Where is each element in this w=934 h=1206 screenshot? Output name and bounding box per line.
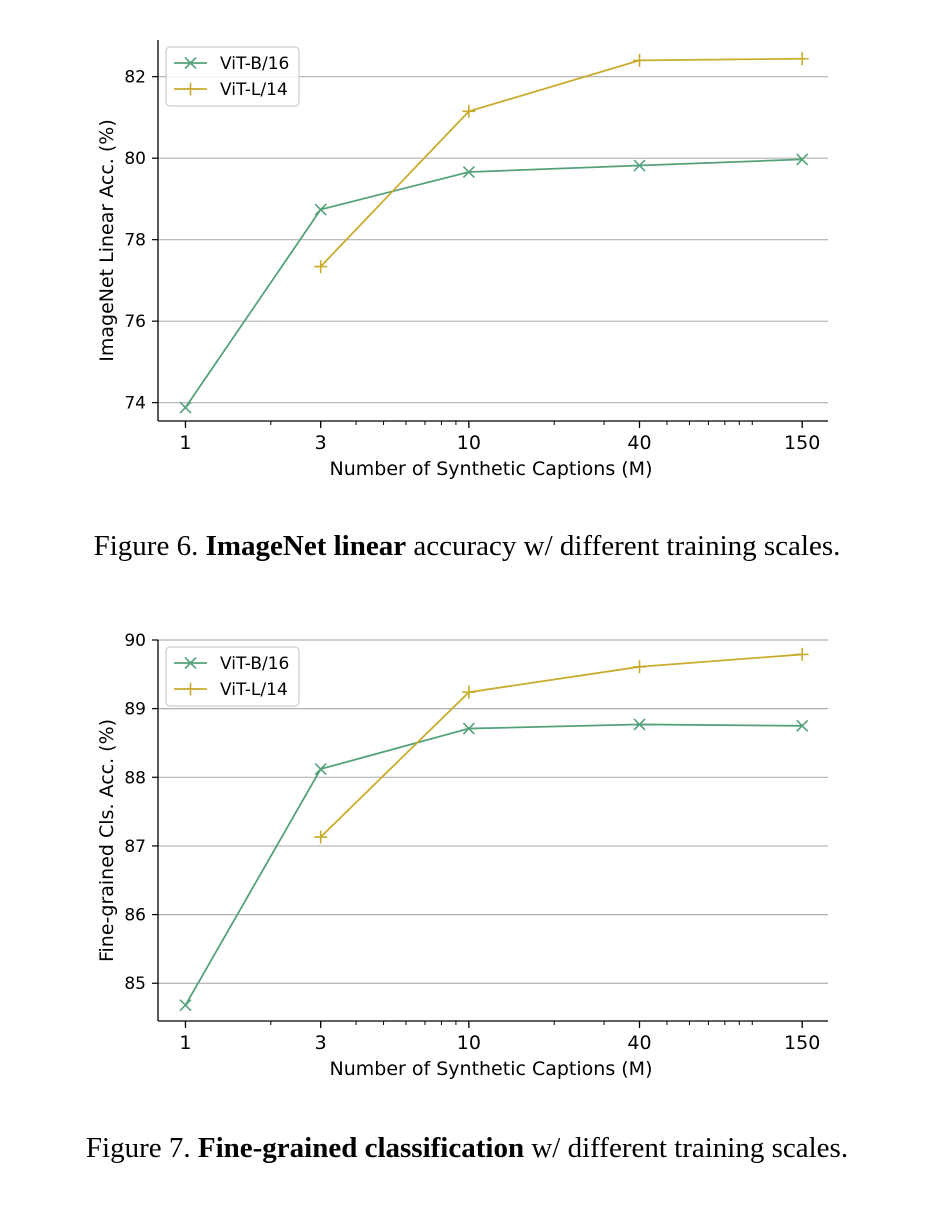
- series-vit-l-14: [314, 647, 809, 844]
- y-tick-label: 80: [124, 149, 146, 169]
- x-axis-label: Number of Synthetic Captions (M): [330, 458, 653, 480]
- series-vit-l-14: [314, 52, 809, 274]
- series-line-vit-l-14: [320, 57, 803, 268]
- data-point-vit-l-14: [795, 647, 809, 661]
- legend-marker-vit-b-16: [184, 56, 197, 70]
- data-point-vit-b-16: [796, 153, 809, 166]
- legend-label-vit-l-14: ViT-L/14: [220, 680, 288, 700]
- x-tick-label: 1: [179, 1032, 191, 1054]
- figure-6-caption: Figure 6. ImageNet linear accuracy w/ di…: [0, 530, 934, 563]
- x-tick-label: 150: [784, 1032, 820, 1054]
- series-vit-b-16: [179, 718, 809, 1012]
- series-vit-b-16: [179, 153, 809, 414]
- y-tick-label: 76: [124, 312, 146, 332]
- y-tick-label: 82: [124, 68, 146, 88]
- figure-6-caption-prefix: Figure 6.: [93, 530, 206, 562]
- series-line-vit-l-14: [320, 653, 803, 838]
- x-tick-label: 3: [315, 1032, 327, 1054]
- legend-marker-vit-l-14: [184, 682, 197, 696]
- x-tick-label: 150: [784, 432, 820, 454]
- legend: ViT-B/16 ViT-L/14: [165, 46, 300, 107]
- x-tick-label: 10: [457, 432, 481, 454]
- data-point-vit-b-16: [179, 999, 192, 1012]
- figure-7-caption: Figure 7. Fine-grained classification w/…: [0, 1132, 934, 1165]
- data-point-vit-b-16: [796, 719, 809, 732]
- y-tick-label: 88: [124, 768, 146, 788]
- y-axis-label: Fine-grained Cls. Acc. (%): [96, 719, 118, 962]
- data-point-vit-b-16: [314, 203, 327, 216]
- figure-6-chart: 74 76 78 80 82 1 3 10 40 150 Number of Synthetic C…: [96, 40, 828, 480]
- legend-label-vit-b-16: ViT-B/16: [220, 54, 289, 74]
- data-point-vit-l-14: [462, 104, 476, 118]
- legend-box: [165, 46, 300, 107]
- legend-label-vit-l-14: ViT-L/14: [220, 80, 288, 100]
- legend-marker-vit-l-14: [184, 82, 197, 96]
- y-tick-label: 85: [124, 974, 146, 994]
- y-tick-label: 78: [124, 231, 146, 251]
- figure-7-caption-bold: Fine-grained classification: [197, 1132, 525, 1164]
- data-point-vit-l-14: [462, 685, 476, 699]
- figure-7-caption-prefix: Figure 7.: [85, 1132, 198, 1164]
- figure-6-caption-bold: ImageNet linear: [205, 530, 407, 562]
- data-point-vit-l-14: [314, 260, 328, 274]
- y-tick-label: 74: [124, 394, 146, 414]
- series-line-vit-b-16: [184, 723, 803, 1006]
- data-point-vit-b-16: [462, 722, 475, 735]
- x-tick-label: 1: [179, 432, 191, 454]
- y-tick-label: 87: [124, 837, 146, 857]
- data-point-vit-b-16: [462, 165, 475, 179]
- data-point-vit-l-14: [633, 53, 647, 67]
- x-tick-label: 40: [627, 432, 651, 454]
- legend-label-vit-b-16: ViT-B/16: [220, 654, 289, 674]
- data-point-vit-b-16: [633, 718, 646, 731]
- data-point-vit-l-14: [633, 660, 647, 674]
- y-tick-label: 86: [124, 906, 146, 926]
- x-tick-label: 10: [457, 1032, 481, 1054]
- legend: ViT-B/16 ViT-L/14: [165, 646, 300, 707]
- data-point-vit-b-16: [179, 401, 192, 414]
- y-tick-label: 90: [124, 631, 146, 651]
- figure-7-caption-suffix: w/ different training scales.: [524, 1132, 849, 1164]
- x-tick-label: 3: [315, 432, 327, 454]
- figure-6-caption-suffix: accuracy w/ different training scales.: [406, 530, 841, 562]
- data-point-vit-l-14: [795, 52, 809, 66]
- data-point-vit-l-14: [314, 830, 328, 844]
- y-axis-label: ImageNet Linear Acc. (%): [96, 119, 118, 362]
- legend-box: [165, 646, 300, 707]
- y-tick-label: 89: [124, 700, 146, 720]
- x-tick-label: 40: [627, 1032, 651, 1054]
- data-point-vit-b-16: [633, 159, 646, 172]
- data-point-vit-b-16: [314, 762, 327, 776]
- series-line-vit-b-16: [184, 158, 803, 409]
- x-axis-label: Number of Synthetic Captions (M): [330, 1058, 653, 1080]
- legend-marker-vit-b-16: [184, 656, 197, 670]
- figure-7-chart: 85 86 87 88 89 90 1 3 10 40 150 Number of Synthetic…: [96, 631, 828, 1080]
